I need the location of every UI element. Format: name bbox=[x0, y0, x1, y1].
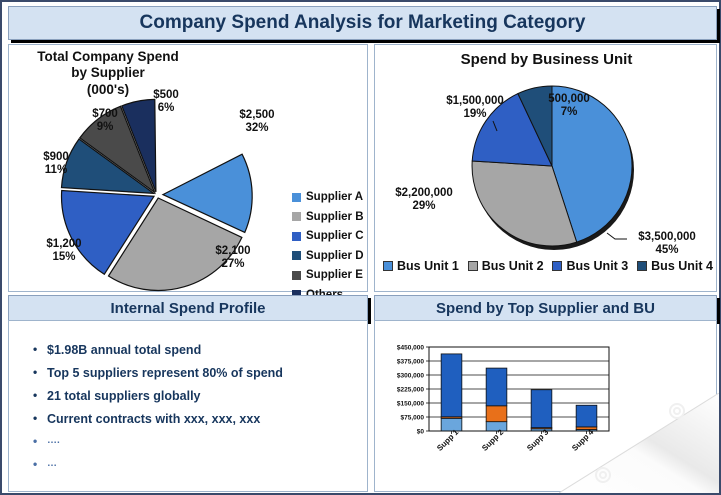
bu-pie-legend: Bus Unit 1 Bus Unit 2 Bus Unit 3 Bus Uni… bbox=[383, 259, 713, 273]
legend-item-bus-unit-4[interactable]: Bus Unit 4 bbox=[637, 259, 713, 273]
legend-item-bus-unit-2[interactable]: Bus Unit 2 bbox=[467, 259, 544, 273]
chart-title-supplier-pie: Total Company Spend by Supplier (000's) bbox=[37, 49, 179, 97]
list-item: … bbox=[33, 457, 367, 471]
legend-item-bus-unit-1[interactable]: Bus Unit 1 bbox=[383, 259, 459, 273]
legend-item-supplier-e[interactable]: Supplier E bbox=[292, 269, 364, 281]
list-item: Current contracts with xxx, xxx, xxx bbox=[33, 411, 367, 426]
legend-swatch-icon bbox=[292, 270, 301, 280]
panel-spend-by-supplier: Total Company Spend by Supplier (000's) … bbox=[8, 44, 368, 301]
legend-swatch-icon bbox=[292, 212, 301, 221]
top-supplier-bu-band: Spend by Top Supplier and BU bbox=[374, 295, 717, 321]
legend-swatch-icon bbox=[637, 261, 648, 271]
svg-text:$0: $0 bbox=[417, 428, 425, 435]
legend-swatch-icon bbox=[552, 261, 563, 271]
svg-text:$225,000: $225,000 bbox=[397, 386, 424, 393]
legend-swatch-icon bbox=[292, 290, 301, 299]
legend-item-supplier-b[interactable]: Supplier B bbox=[292, 211, 364, 223]
slide-title-band: Company Spend Analysis for Marketing Cat… bbox=[8, 6, 717, 40]
legend-swatch-icon bbox=[292, 192, 301, 202]
panel-spend-by-business-unit: Spend by Business Unit $1,500,000 19% 500… bbox=[374, 44, 717, 292]
svg-text:$450,000: $450,000 bbox=[397, 344, 424, 351]
pie2-label-bus-unit-2: $2,200,000 29% bbox=[395, 187, 453, 212]
pie2-label-bus-unit-4: 500,000 7% bbox=[548, 93, 590, 118]
list-item: Top 5 suppliers represent 80% of spend bbox=[33, 365, 367, 380]
panel-spend-by-top-supplier-and-bu: $0 $75,000 $150,000 $225,000 $300,000 $375,00… bbox=[374, 320, 717, 492]
pie2-label-bus-unit-3: $1,500,000 19% bbox=[446, 95, 504, 120]
pie1-label-others: $500 6% bbox=[153, 89, 179, 114]
pie2-label-bus-unit-1: $3,500,000 45% bbox=[638, 231, 696, 256]
supplier-pie-legend: Supplier A Supplier B Supplier C Supplie… bbox=[292, 191, 364, 308]
list-item: …. bbox=[33, 434, 367, 448]
internal-spend-profile-band: Internal Spend Profile bbox=[8, 295, 368, 321]
bu-pie-leaders bbox=[492, 120, 627, 240]
legend-swatch-icon bbox=[467, 261, 478, 271]
pie1-label-supplier-b: $2,100 27% bbox=[215, 245, 251, 270]
list-item: 21 total suppliers globally bbox=[33, 388, 367, 403]
pie1-label-supplier-c: $1,200 15% bbox=[46, 238, 82, 263]
stacked-bar-chart-graphic: $0 $75,000 $150,000 $225,000 $300,000 $375,00… bbox=[397, 344, 610, 453]
top-supplier-bu-title: Spend by Top Supplier and BU bbox=[436, 299, 655, 317]
panel-internal-spend-profile: $1.98B annual total spend Top 5 supplier… bbox=[8, 320, 368, 492]
legend-swatch-icon bbox=[292, 231, 301, 241]
pie1-label-supplier-d: $900 11% bbox=[43, 151, 69, 176]
legend-swatch-icon bbox=[292, 251, 301, 260]
pie1-label-supplier-e: $700 9% bbox=[92, 108, 118, 133]
svg-text:$375,000: $375,000 bbox=[397, 358, 424, 365]
internal-spend-bullet-list: $1.98B annual total spend Top 5 supplier… bbox=[9, 321, 367, 471]
svg-text:$75,000: $75,000 bbox=[401, 414, 425, 421]
chart-title-bu-pie: Spend by Business Unit bbox=[460, 51, 633, 68]
pie1-label-supplier-a: $2,500 32% bbox=[239, 109, 275, 134]
bu-pie-graphic bbox=[471, 85, 634, 250]
legend-item-supplier-d[interactable]: Supplier D bbox=[292, 250, 364, 262]
page-title: Company Spend Analysis for Marketing Cat… bbox=[139, 12, 586, 33]
supplier-pie-graphic bbox=[60, 98, 253, 292]
internal-spend-profile-title: Internal Spend Profile bbox=[110, 299, 266, 317]
legend-item-supplier-a[interactable]: Supplier A bbox=[292, 191, 364, 203]
svg-text:$150,000: $150,000 bbox=[397, 400, 424, 407]
legend-item-bus-unit-3[interactable]: Bus Unit 3 bbox=[552, 259, 628, 273]
legend-item-supplier-c[interactable]: Supplier C bbox=[292, 230, 364, 242]
svg-text:$300,000: $300,000 bbox=[397, 372, 424, 379]
list-item: $1.98B annual total spend bbox=[33, 342, 367, 357]
legend-swatch-icon bbox=[383, 261, 393, 271]
